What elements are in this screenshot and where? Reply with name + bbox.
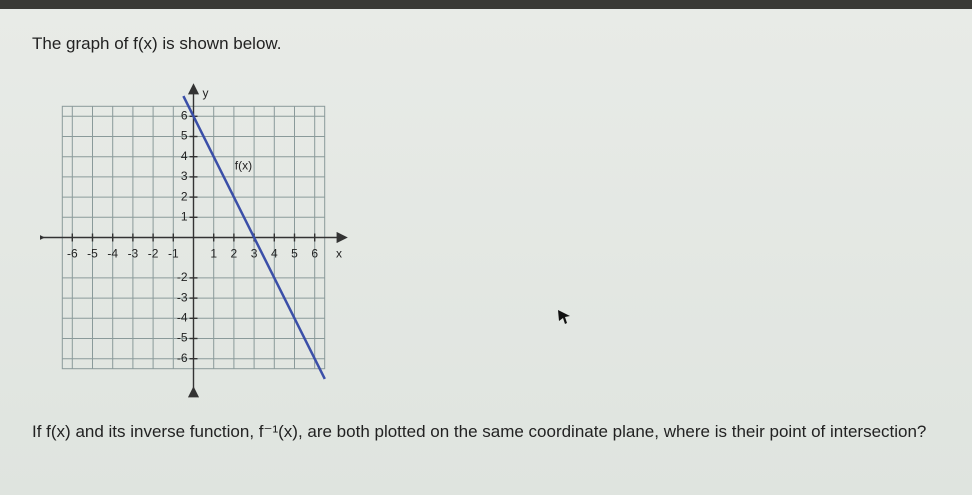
- x-tick-label: 5: [291, 247, 298, 261]
- y-tick-label: 5: [181, 129, 188, 143]
- mouse-cursor: [558, 310, 570, 324]
- x-tick-label: -2: [148, 247, 159, 261]
- x-tick-label: 1: [210, 247, 217, 261]
- x-tick-label: -3: [128, 247, 139, 261]
- x-tick-label: 3: [251, 247, 258, 261]
- y-tick-label: -2: [177, 270, 188, 284]
- y-tick-label: -4: [177, 310, 188, 324]
- y-tick-label: 6: [181, 108, 188, 122]
- x-tick-label: 2: [231, 247, 238, 261]
- question-prompt: If f(x) and its inverse function, f⁻¹(x)…: [32, 422, 927, 441]
- x-axis-label: x: [336, 247, 342, 261]
- y-tick-label: 2: [181, 189, 188, 203]
- x-tick-label: 4: [271, 247, 278, 261]
- y-tick-label: 4: [181, 149, 188, 163]
- y-tick-label: -5: [177, 331, 188, 345]
- x-tick-label: 6: [311, 247, 318, 261]
- y-axis-label: y: [203, 86, 209, 100]
- x-tick-label: -5: [87, 247, 98, 261]
- x-tick-label: -4: [107, 247, 118, 261]
- y-tick-label: -6: [177, 351, 188, 365]
- function-line: [182, 95, 326, 380]
- x-tick-label: -6: [67, 247, 78, 261]
- y-tick-label: 3: [181, 169, 188, 183]
- series-label: f(x): [235, 158, 252, 172]
- x-tick-label: -1: [168, 247, 179, 261]
- y-tick-label: -3: [177, 290, 188, 304]
- y-tick-label: 1: [181, 209, 188, 223]
- question-intro: The graph of f(x) is shown below.: [32, 34, 282, 53]
